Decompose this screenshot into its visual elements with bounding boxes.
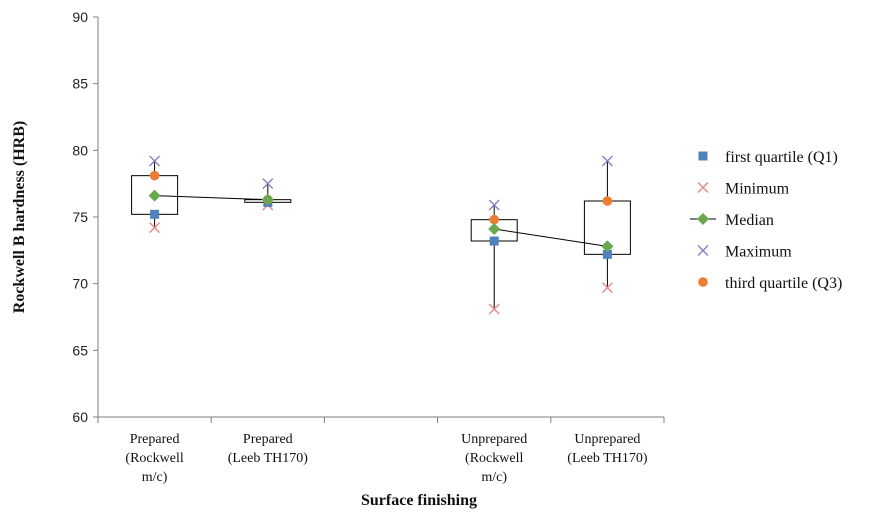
legend-median-marker (697, 213, 709, 225)
first-quartile-q1-point (489, 236, 499, 246)
legend-maximum-marker (697, 245, 709, 256)
y-tick-label: 90 (72, 9, 88, 25)
minimum-point (149, 222, 161, 234)
maximum-point-stroke (488, 199, 500, 211)
plot-area (98, 17, 664, 417)
first-quartile-q1-point (602, 249, 612, 259)
minimum-point-stroke (488, 303, 500, 315)
y-axis-title: Rockwell B hardness (HRB) (11, 121, 28, 313)
minimum-point (488, 303, 500, 315)
median-line (494, 228, 608, 247)
median-point (148, 189, 161, 202)
x-category-label-line: m/c) (142, 470, 168, 485)
maximum-point (262, 178, 274, 190)
maximum-point-stroke (262, 178, 274, 190)
x-category-label-line: (Rockwell (465, 451, 523, 466)
x-category-label-line: (Rockwell (125, 451, 183, 466)
legend: first quartile (Q1) Minimum Median Maximum t… (690, 149, 842, 292)
legend-third-quartile-q3-marker (698, 277, 708, 287)
median-line (154, 195, 268, 201)
minimum-point-stroke (149, 222, 161, 234)
median-lines (154, 195, 608, 247)
third-quartile-q3-point (602, 196, 613, 206)
legend-first-quartile-q1-label: first quartile (Q1) (725, 149, 838, 166)
x-category-label: Prepared (Rockwell m/c) (125, 432, 183, 485)
legend-third-quartile-q3-label: third quartile (Q3) (725, 275, 842, 292)
x-axis-title: Surface finishing (361, 492, 477, 509)
x-category-label-line: (Leeb TH170) (567, 451, 648, 466)
minimum-point (601, 282, 613, 294)
maximum-point (601, 155, 613, 167)
third-quartile-q3-point (149, 170, 160, 181)
maximum-point (149, 155, 161, 167)
x-category-label: Prepared (Leeb TH170) (228, 432, 309, 466)
median-point (488, 223, 501, 235)
legend-minimum-marker (697, 182, 709, 193)
first-quartile-q1-point (150, 209, 160, 219)
legend-first-quartile-q1-marker (698, 151, 708, 161)
x-category-label-line: (Leeb TH170) (228, 451, 309, 466)
x-category-label-line: Unprepared (574, 432, 640, 447)
minimum-point-stroke (601, 282, 613, 294)
legend-maximum-label: Maximum (725, 244, 792, 261)
maximum-point (488, 199, 500, 211)
legend-minimum-marker-stroke (697, 182, 709, 193)
third-quartile-q3-point (489, 214, 500, 225)
x-category-label: Unprepared (Leeb TH170) (567, 432, 648, 466)
legend-minimum-label: Minimum (725, 181, 790, 198)
x-category-label: Unprepared (Rockwell m/c) (461, 432, 527, 485)
median-point (601, 240, 614, 253)
y-tick-label: 75 (72, 209, 88, 225)
y-tick-label: 70 (72, 276, 88, 292)
x-axis: Prepared (Rockwell m/c) Prepared (Leeb TH170… (97, 416, 665, 485)
markers (148, 155, 614, 315)
x-category-label-line: Prepared (130, 432, 180, 447)
y-tick-label: 65 (72, 342, 88, 358)
x-category-label-line: Unprepared (461, 432, 527, 447)
maximum-point-stroke (601, 155, 613, 167)
legend-maximum-marker-stroke (697, 245, 709, 256)
legend-median-label: Median (725, 212, 774, 229)
y-tick-label: 60 (72, 409, 88, 425)
y-tick-label: 85 (72, 76, 88, 92)
x-category-label-line: m/c) (481, 470, 507, 485)
median-point (261, 193, 274, 206)
maximum-point-stroke (149, 155, 161, 167)
y-axis: 60 65 70 75 80 85 90 (72, 9, 99, 425)
x-category-label-line: Prepared (243, 432, 293, 447)
y-tick-label: 80 (72, 142, 88, 158)
